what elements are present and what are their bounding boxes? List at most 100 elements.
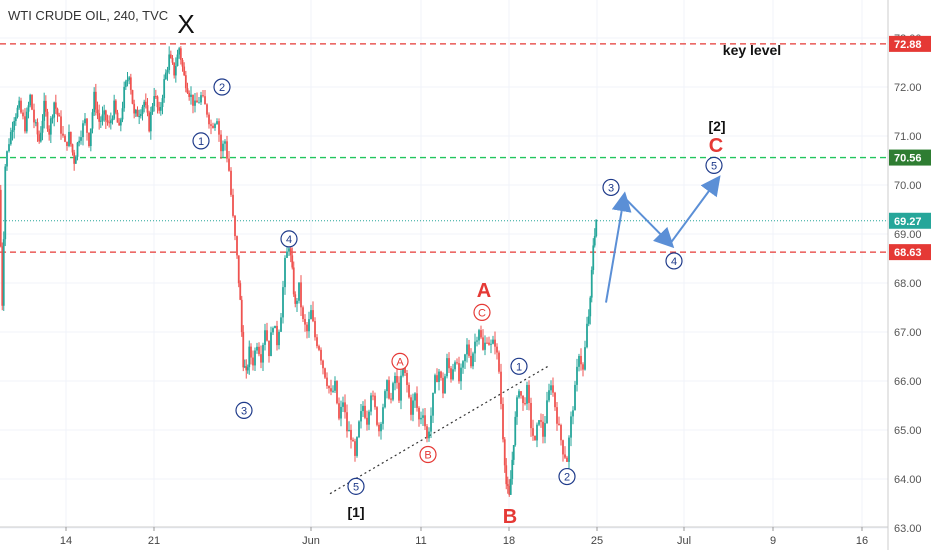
candle-body — [166, 70, 169, 73]
candle-body — [220, 134, 222, 152]
candle-body — [480, 330, 482, 338]
candle-body — [472, 353, 474, 367]
wave-circle-blue — [665, 252, 683, 270]
candle-body — [374, 395, 376, 408]
candle-body — [358, 421, 360, 438]
candle-body — [380, 423, 382, 432]
candle-body — [484, 342, 486, 350]
candle-body — [154, 96, 157, 98]
wave-A-label: A — [477, 280, 491, 302]
candle-body — [490, 343, 492, 345]
candle-body — [536, 424, 538, 441]
candle-body — [216, 121, 218, 125]
candle-body — [245, 366, 248, 371]
candle-body — [6, 151, 8, 167]
candle-body — [176, 54, 179, 67]
candle-body — [464, 354, 466, 362]
candle-body — [342, 402, 344, 407]
candle-body — [31, 94, 33, 110]
candle-body — [242, 332, 245, 368]
candle-body — [532, 428, 534, 436]
candle-body — [454, 362, 456, 370]
candle-body — [372, 395, 374, 397]
y-tick-label: 67.00 — [894, 327, 922, 339]
wave-B-label: B — [503, 506, 517, 528]
candle-body — [550, 385, 552, 391]
candle-body — [274, 325, 276, 329]
candle-body — [556, 407, 558, 424]
candle-body — [164, 72, 167, 80]
candle-body — [272, 328, 274, 333]
projection-arrow — [605, 191, 632, 303]
candle-body — [494, 339, 496, 347]
candle-body — [36, 122, 39, 135]
candle-body — [246, 367, 249, 371]
candle-body — [314, 321, 316, 338]
wave-circle-blue — [510, 357, 528, 375]
candle-body — [94, 91, 97, 110]
candle-body — [508, 485, 511, 495]
candle-body — [346, 412, 348, 432]
candle-body — [66, 141, 68, 147]
y-tick-label: 68.00 — [894, 278, 922, 290]
y-tick-label: 72.00 — [894, 82, 922, 94]
candle-body — [88, 132, 90, 147]
candle-body — [592, 245, 595, 270]
candle-body — [118, 122, 121, 126]
candle-body — [356, 437, 358, 456]
candle-body — [440, 371, 442, 378]
candle-body — [458, 363, 460, 382]
candle-body — [93, 91, 96, 113]
candle-body — [64, 135, 66, 142]
y-tick-label: 66.00 — [894, 376, 922, 388]
candle-body — [432, 392, 434, 416]
candle-body — [326, 377, 328, 386]
x-tick-label: 11 — [415, 535, 426, 547]
candle-body — [101, 114, 104, 121]
candle-body — [276, 325, 278, 346]
candle-body — [516, 397, 518, 417]
wave-circle-blue — [235, 401, 253, 419]
candle-body — [478, 330, 480, 341]
wave-number: 3 — [608, 182, 614, 194]
price-tag-bg — [889, 149, 931, 166]
candle-body — [262, 344, 264, 363]
wave-number: 3 — [241, 405, 247, 417]
x-tick-label: 16 — [856, 535, 868, 547]
candle-body — [354, 441, 356, 456]
candles-group — [0, 46, 598, 497]
candle-body — [580, 355, 582, 365]
y-tick-label: 71.00 — [894, 131, 922, 143]
candle-body — [25, 111, 28, 132]
candle-body — [590, 269, 593, 298]
wave-circle-blue — [558, 467, 576, 486]
candle-body — [214, 124, 216, 128]
candle-body — [18, 100, 21, 108]
candle-body — [91, 112, 94, 129]
candle-body — [53, 102, 56, 118]
x-tick-label: 25 — [591, 535, 603, 547]
candle-body — [408, 384, 410, 398]
candle-body — [366, 417, 368, 425]
candle-body — [578, 355, 580, 367]
x-tick-label: Jun — [302, 535, 320, 547]
candle-body — [520, 391, 522, 396]
candle-body — [509, 478, 512, 495]
candle-body — [206, 104, 208, 115]
candle-body — [139, 114, 142, 117]
candle-body — [82, 123, 84, 138]
candle-body — [151, 106, 154, 113]
candle-body — [108, 122, 111, 124]
price-tag-label: 70.56 — [894, 153, 922, 165]
candle-body — [442, 377, 444, 394]
candle-body — [184, 75, 187, 89]
candle-body — [310, 310, 312, 320]
wave-circle-red — [391, 352, 409, 370]
price-tag-bg — [889, 35, 931, 52]
candle-body — [595, 219, 598, 237]
candle-body — [558, 423, 560, 426]
candle-body — [234, 215, 236, 237]
candle-body — [243, 366, 246, 368]
candle-body — [131, 90, 134, 104]
